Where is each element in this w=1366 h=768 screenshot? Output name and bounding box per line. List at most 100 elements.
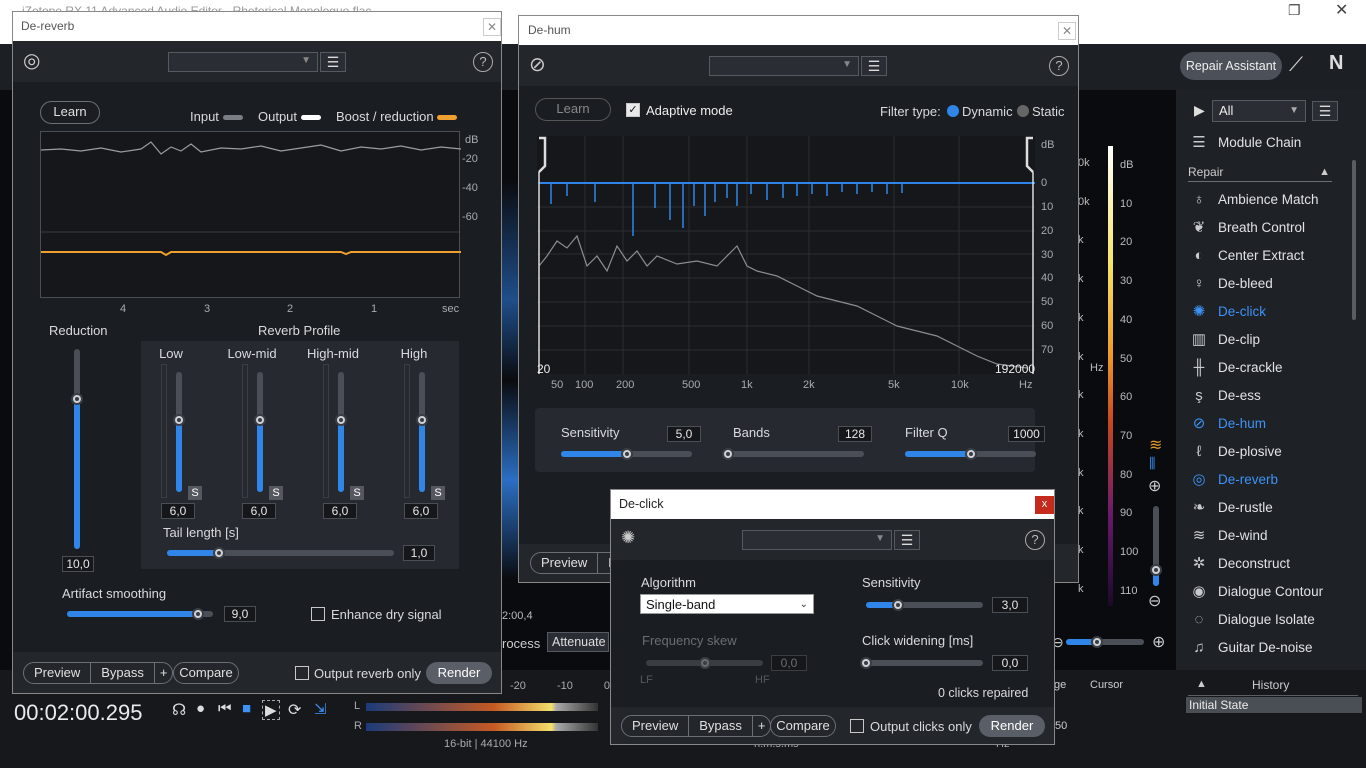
- module-item-de-rustle[interactable]: ❧ De-rustle: [1182, 493, 1352, 521]
- band-value[interactable]: 6,0: [161, 503, 195, 519]
- declick-help-icon[interactable]: ?: [1025, 530, 1045, 550]
- dynamic-radio[interactable]: [947, 105, 959, 117]
- dehum-close-button[interactable]: ✕: [1058, 22, 1076, 40]
- module-item-de-reverb[interactable]: ◎ De-reverb: [1182, 465, 1352, 493]
- module-scrollbar[interactable]: [1352, 160, 1356, 320]
- dereverb-learn-button[interactable]: Learn: [40, 101, 100, 124]
- dehum-q-value[interactable]: 1000: [1008, 426, 1045, 442]
- band-solo-button[interactable]: S: [431, 486, 445, 500]
- dereverb-close-button[interactable]: ✕: [483, 18, 501, 36]
- declick-compare-button[interactable]: Compare: [770, 715, 836, 737]
- h-zoom-out-icon[interactable]: ⊖: [1052, 634, 1064, 650]
- smooth-slider[interactable]: [67, 608, 213, 620]
- smooth-slider-knob[interactable]: [192, 608, 204, 620]
- dehum-bands-knob[interactable]: [722, 448, 734, 460]
- module-item-de-clip[interactable]: ▥ De-clip: [1182, 325, 1352, 353]
- history-item[interactable]: Initial State: [1186, 697, 1362, 713]
- band-slider[interactable]: [173, 372, 185, 492]
- dereverb-title-bar[interactable]: De-reverb ✕: [13, 12, 501, 41]
- output-reverb-checkbox[interactable]: [295, 666, 309, 680]
- dereverb-render-button[interactable]: Render: [426, 662, 492, 684]
- dehum-range-low[interactable]: 20: [537, 362, 551, 376]
- history-collapse-icon[interactable]: ▲: [1196, 678, 1207, 690]
- waveform-icon[interactable]: ⫼: [1149, 455, 1156, 471]
- module-item-de-ess[interactable]: ş De-ess: [1182, 381, 1352, 409]
- dehum-title-bar[interactable]: De-hum ✕: [519, 16, 1078, 45]
- band-slider[interactable]: [254, 372, 266, 492]
- dereverb-add-button[interactable]: +: [159, 665, 168, 680]
- band-slider[interactable]: [416, 372, 428, 492]
- band-solo-button[interactable]: S: [269, 486, 283, 500]
- zoom-in-icon[interactable]: ⊕: [1148, 478, 1162, 495]
- band-slider[interactable]: [335, 372, 347, 492]
- reduction-slider[interactable]: [71, 349, 83, 549]
- tail-slider[interactable]: [167, 547, 394, 559]
- widening-knob[interactable]: [860, 657, 872, 669]
- dehum-sensitivity-value[interactable]: 5,0: [667, 426, 701, 442]
- declick-sensitivity-knob[interactable]: [892, 599, 904, 611]
- hum-filter-icon[interactable]: ≋: [1149, 437, 1163, 454]
- module-item-deconstruct[interactable]: ✲ Deconstruct: [1182, 549, 1352, 577]
- dereverb-preset-select[interactable]: ▼: [168, 52, 318, 72]
- h-zoom-in-icon[interactable]: ⊕: [1152, 634, 1166, 651]
- declick-close-button[interactable]: x: [1035, 496, 1054, 514]
- module-item-guitar-de-noise[interactable]: ♫ Guitar De-noise: [1182, 633, 1352, 661]
- close-icon[interactable]: ✕: [1335, 2, 1349, 19]
- module-item-dialogue-isolate[interactable]: ◌ Dialogue Isolate: [1182, 605, 1352, 633]
- band-slider-knob[interactable]: [254, 414, 266, 426]
- declick-sensitivity-slider[interactable]: [866, 599, 983, 611]
- skip-back-icon[interactable]: ⏮: [218, 700, 232, 717]
- repair-assistant-button[interactable]: Repair Assistant: [1180, 52, 1282, 80]
- dehum-sensitivity-slider[interactable]: [561, 448, 692, 460]
- dehum-learn-button[interactable]: Learn: [535, 98, 611, 121]
- process-mode-select[interactable]: Attenuate: [547, 632, 609, 652]
- dehum-q-knob[interactable]: [965, 448, 977, 460]
- stop-icon[interactable]: ■: [242, 700, 252, 717]
- play-module-icon[interactable]: ▶: [1194, 102, 1205, 118]
- widening-value[interactable]: 0,0: [992, 655, 1028, 671]
- freq-skew-slider[interactable]: [646, 657, 763, 669]
- play-selection-icon[interactable]: ▶: [262, 700, 280, 720]
- algorithm-select[interactable]: Single-band ⌄: [640, 594, 814, 614]
- declick-menu-button[interactable]: [894, 530, 920, 550]
- record-icon[interactable]: ●: [196, 700, 206, 717]
- declick-title-bar[interactable]: De-click x: [611, 490, 1054, 519]
- dehum-sensitivity-knob[interactable]: [621, 448, 633, 460]
- module-item-center-extract[interactable]: ◐ Center Extract: [1182, 241, 1352, 269]
- band-value[interactable]: 6,0: [404, 503, 438, 519]
- dereverb-preview-button[interactable]: Preview: [24, 663, 92, 683]
- declick-add-button[interactable]: +: [757, 718, 766, 733]
- vertical-zoom-slider[interactable]: [1150, 506, 1162, 586]
- adaptive-checkbox[interactable]: ✓: [626, 103, 640, 117]
- module-item-de-hum[interactable]: ⊘ De-hum: [1182, 409, 1352, 437]
- smooth-value[interactable]: 9,0: [224, 606, 256, 622]
- band-solo-button[interactable]: S: [188, 486, 202, 500]
- band-solo-button[interactable]: S: [350, 486, 364, 500]
- static-radio[interactable]: [1017, 105, 1029, 117]
- restore-icon[interactable]: ❐: [1288, 2, 1301, 18]
- module-item-de-wind[interactable]: ≋ De-wind: [1182, 521, 1352, 549]
- band-slider-knob[interactable]: [335, 414, 347, 426]
- dehum-bands-slider[interactable]: [722, 448, 864, 460]
- band-slider-knob[interactable]: [173, 414, 185, 426]
- dehum-q-slider[interactable]: [905, 448, 1036, 460]
- module-chain-item[interactable]: ☰ Module Chain: [1182, 128, 1362, 156]
- module-item-de-plosive[interactable]: ℓ De-plosive: [1182, 437, 1352, 465]
- zoom-out-icon[interactable]: ⊖: [1148, 593, 1162, 610]
- tail-slider-knob[interactable]: [213, 547, 225, 559]
- collapse-icon[interactable]: ▲: [1319, 166, 1330, 178]
- module-item-ambience-match[interactable]: ♁ Ambience Match: [1182, 185, 1352, 213]
- dehum-preset-select[interactable]: ▼: [709, 56, 859, 76]
- dehum-menu-button[interactable]: [861, 56, 887, 76]
- declick-bypass-button[interactable]: Bypass: [689, 716, 753, 736]
- dereverb-compare-button[interactable]: Compare: [173, 662, 239, 684]
- module-item-dialogue-contour[interactable]: ◉ Dialogue Contour: [1182, 577, 1352, 605]
- declick-preview-button[interactable]: Preview: [622, 716, 690, 736]
- tail-value[interactable]: 1,0: [403, 545, 435, 561]
- module-item-de-crackle[interactable]: ╫ De-crackle: [1182, 353, 1352, 381]
- dereverb-menu-button[interactable]: [320, 52, 346, 72]
- loop-icon[interactable]: ⟳: [288, 702, 302, 719]
- band-slider-knob[interactable]: [416, 414, 428, 426]
- module-item-breath-control[interactable]: ❦ Breath Control: [1182, 213, 1352, 241]
- dehum-range-high[interactable]: 192000: [995, 362, 1036, 376]
